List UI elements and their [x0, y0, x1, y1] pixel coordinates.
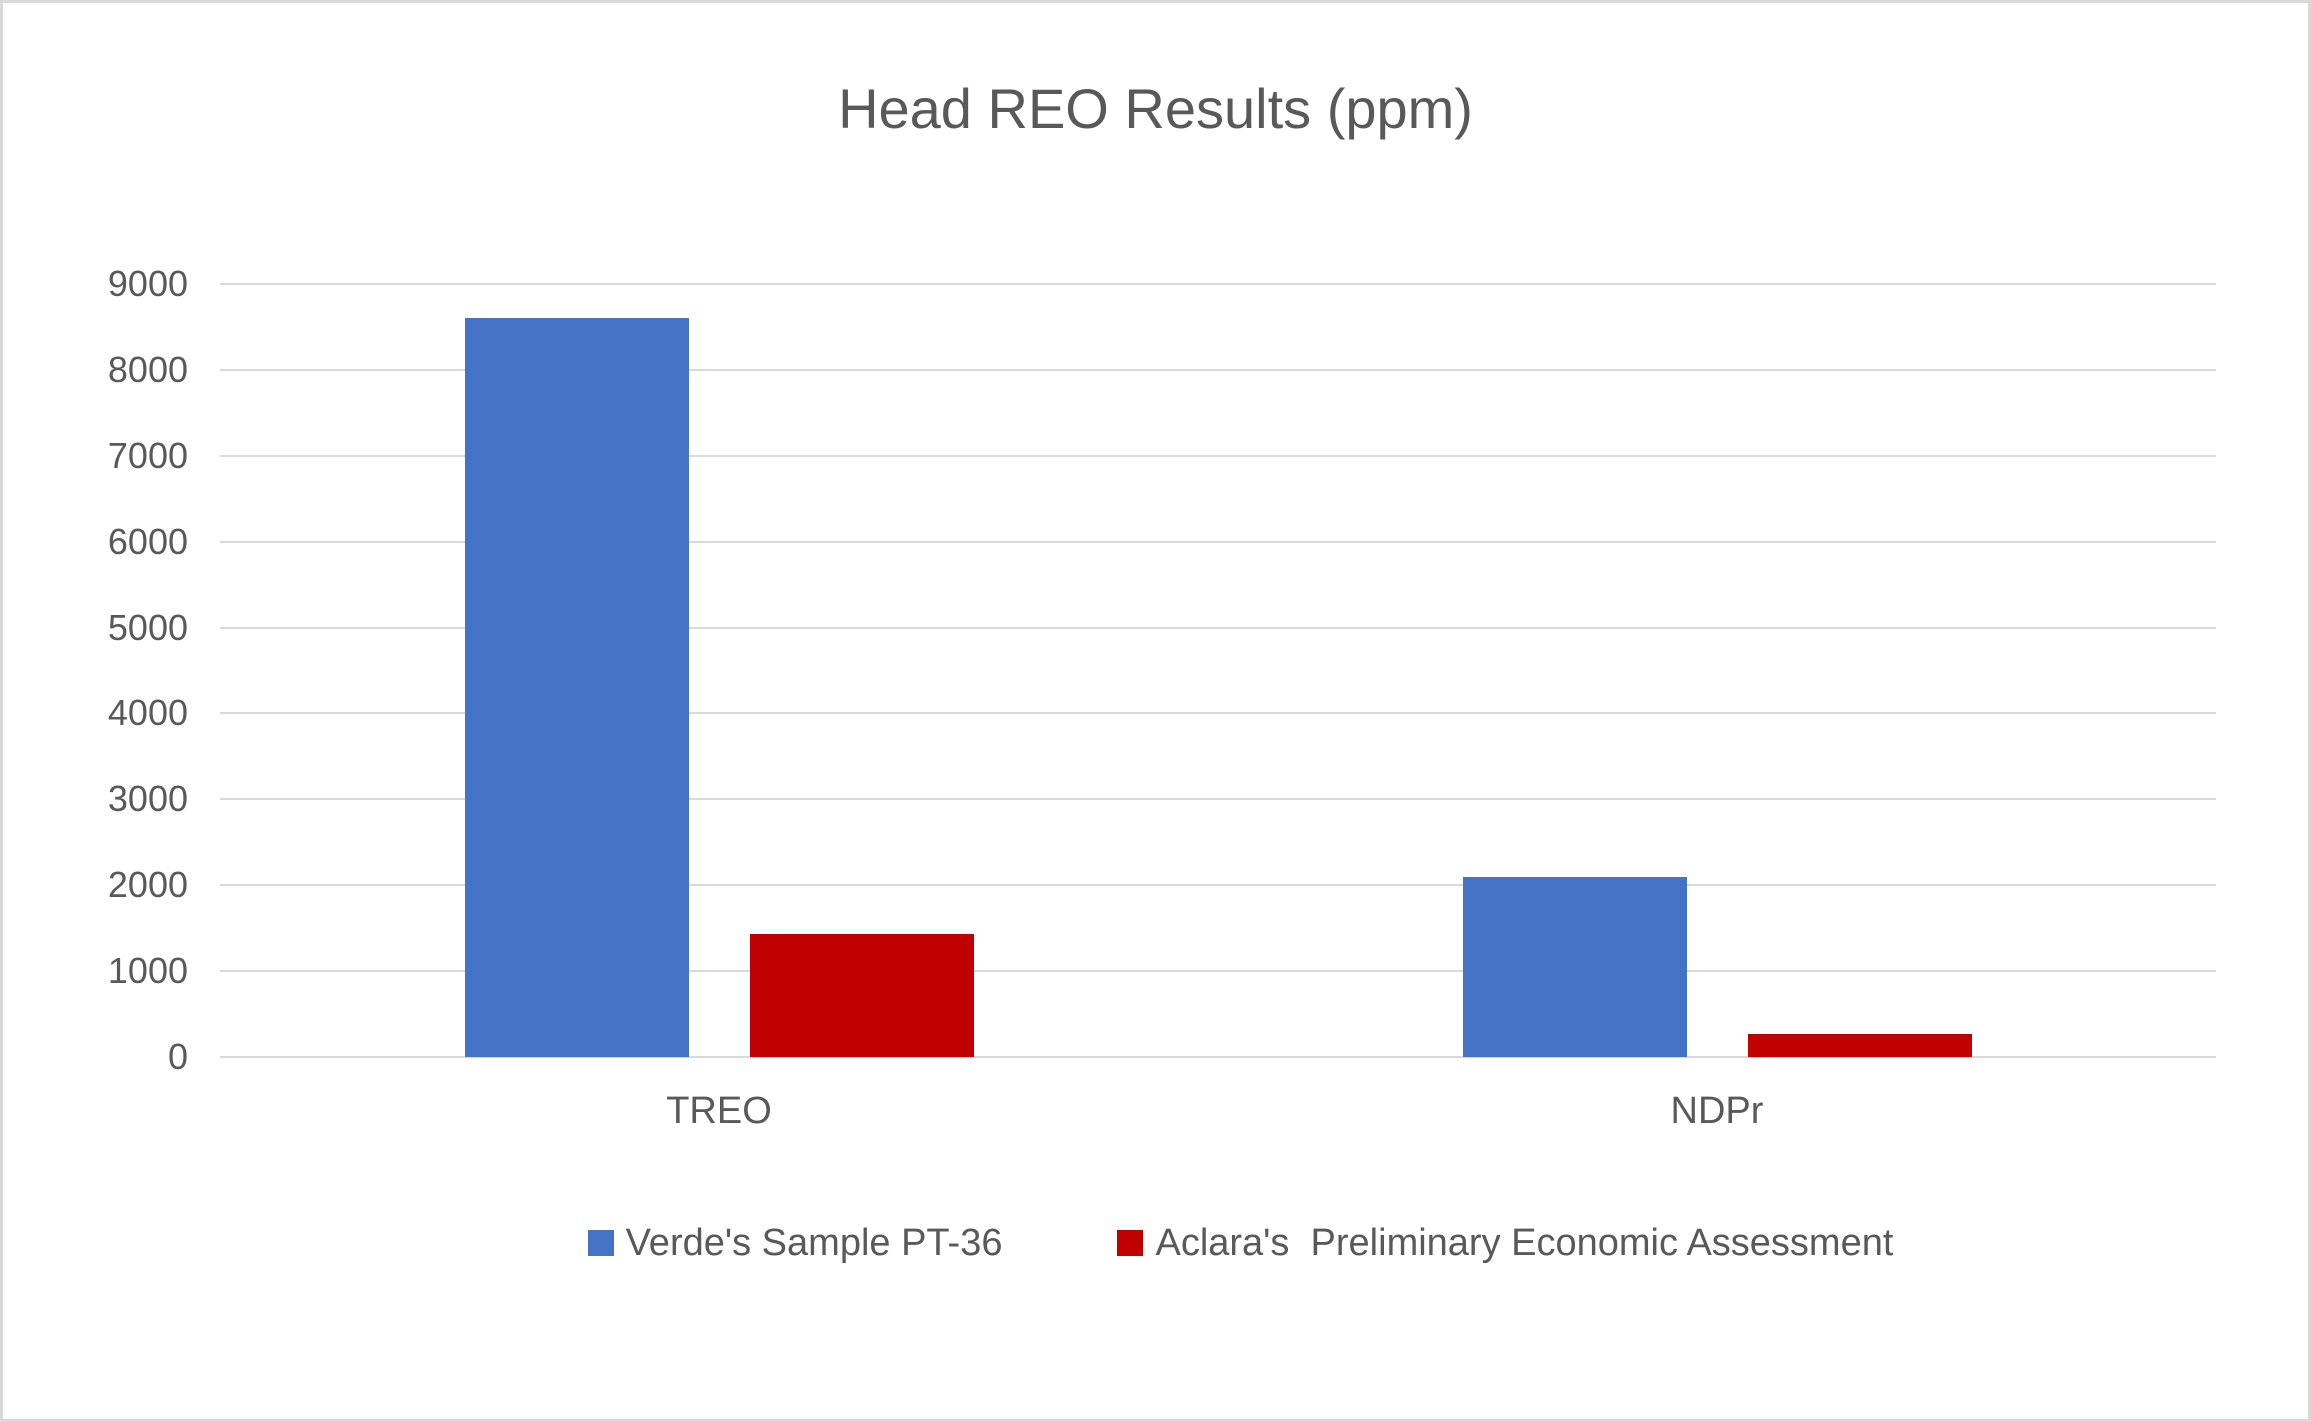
gridline-2000 [220, 884, 2216, 887]
y-tick-label-2000: 2000 [107, 864, 188, 906]
y-tick-label-0: 0 [167, 1036, 188, 1077]
y-tick-label-7000: 7000 [107, 434, 188, 476]
plot-area [220, 283, 2216, 1058]
gridline-1000 [220, 970, 2216, 973]
y-tick-label-6000: 6000 [107, 520, 188, 562]
legend-item-1: Aclara's Preliminary Economic Assessment [1117, 1219, 1893, 1267]
gridline-9000 [220, 283, 2216, 285]
gridline-3000 [220, 798, 2216, 801]
legend: Verde's Sample PT-36 Aclara's Preliminary… [88, 1219, 2311, 1267]
legend-label-1: Aclara's Preliminary Economic Assessment [1155, 1222, 1894, 1264]
y-tick-label-5000: 5000 [107, 606, 188, 648]
x-axis-category-labels: TREO NDPr [3, 3, 2308, 1419]
legend-swatch-icon [587, 1230, 614, 1256]
bar-treo-series-0 [464, 318, 689, 1057]
y-tick-label-8000: 8000 [107, 348, 188, 390]
legend-swatch-icon [1117, 1230, 1144, 1256]
y-axis-tick-labels: 0 1000 2000 3000 4000 5000 6000 7000 8000 9000 [3, 3, 188, 1419]
y-tick-label-1000: 1000 [107, 950, 188, 992]
legend-item-0: Verde's Sample PT-36 [587, 1219, 1003, 1267]
gridline-5000 [220, 626, 2216, 629]
x-category-label-treo: TREO [666, 1090, 772, 1132]
gridline-7000 [220, 454, 2216, 457]
gridline-4000 [220, 712, 2216, 715]
legend-label-0: Verde's Sample PT-36 [625, 1222, 1003, 1264]
y-tick-label-3000: 3000 [107, 778, 188, 820]
bar-ndpr-series-1 [1747, 1033, 1972, 1057]
chart-title: Head REO Results (ppm) [838, 77, 1473, 140]
y-tick-label-4000: 4000 [107, 692, 188, 734]
y-tick-label-9000: 9000 [107, 263, 188, 304]
bar-treo-series-1 [749, 934, 974, 1057]
bar-ndpr-series-0 [1462, 876, 1687, 1057]
gridline-6000 [220, 540, 2216, 543]
gridline-0 [220, 1056, 2216, 1058]
x-category-label-ndpr: NDPr [1670, 1090, 1764, 1132]
gridline-8000 [220, 368, 2216, 371]
